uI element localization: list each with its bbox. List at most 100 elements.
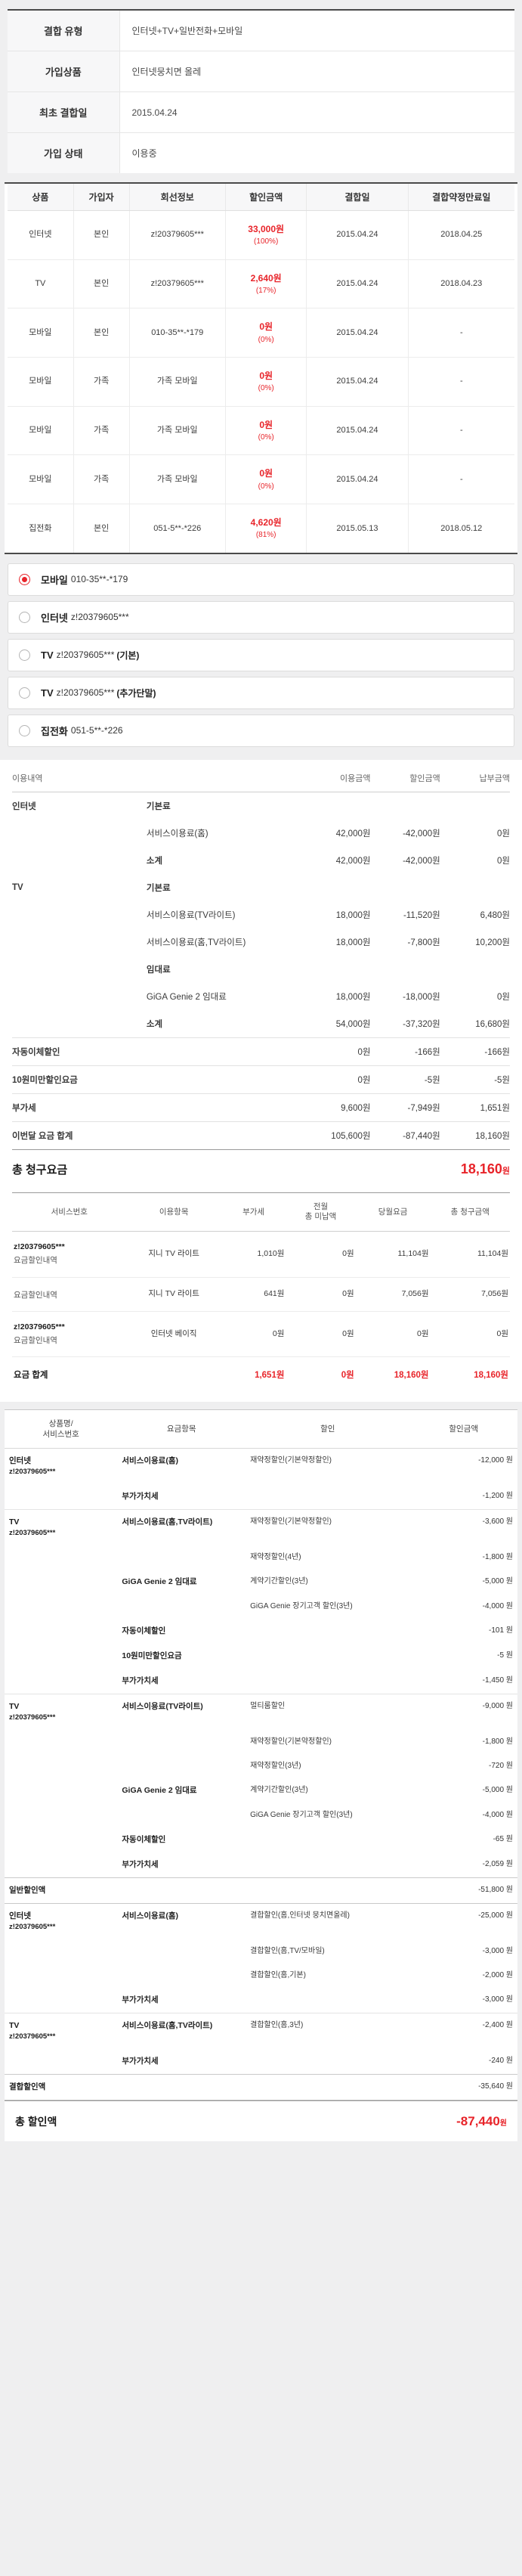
discount-item-cell xyxy=(117,1595,246,1619)
line-selector-group[interactable]: 모바일 010-35**-*179 인터넷 z!20379605*** TV z!2037… xyxy=(0,554,522,754)
discount-row: 재약정할인(기본약정할인) -1,800 원 xyxy=(5,1730,517,1754)
discount-item-cell xyxy=(117,1730,246,1754)
line-option-tag: (기본) xyxy=(116,649,140,661)
usage-item-name: 서비스이용료(TV라이트) xyxy=(146,910,236,920)
discount-amount-cell: -3,600 원 xyxy=(482,1517,513,1527)
radio-button-icon[interactable] xyxy=(19,724,30,736)
usage-use-amount: 18,000원 xyxy=(335,938,371,947)
discount-item-cell: 부가가치세 xyxy=(117,1484,246,1511)
combine-info-row: 가입 상태 이용중 xyxy=(8,132,514,173)
svc-header-vat: 부가세 xyxy=(221,1192,286,1232)
discount-item-cell xyxy=(117,1939,246,1964)
line-option-label: 인터넷 xyxy=(41,612,68,624)
usage-use-amount: 9,600원 xyxy=(301,1093,371,1122)
line-option-3[interactable]: TV z!20379605*** (기본) xyxy=(8,638,514,671)
usage-use-amount: 42,000원 xyxy=(335,829,371,839)
svc-header-total: 총 청구금액 xyxy=(430,1192,510,1232)
discount-amount-cell: -4,000 원 xyxy=(482,1811,513,1820)
discount-product-cell xyxy=(5,1964,117,1988)
grand-discount-bar: 총 할인액 -87,440원 xyxy=(5,2100,517,2142)
radio-button-icon[interactable] xyxy=(19,649,30,661)
radio-button-icon[interactable] xyxy=(19,687,30,699)
service-charge-table: 서비스번호 이용항목 부가세 전월 총 미납액 당월요금 총 청구금액 z!203… xyxy=(12,1192,510,1394)
discount-amount-cell: -1,800 원 xyxy=(482,1737,513,1747)
line-option-tag: (추가단말) xyxy=(116,687,156,699)
usage-discount: -18,000원 xyxy=(403,992,440,1002)
product-name-cell: 인터넷 xyxy=(8,210,74,260)
discount-product-cell xyxy=(5,1754,117,1778)
discount-item-cell: 부가가치세 xyxy=(117,1988,246,2014)
usage-row: TV 기본료 xyxy=(12,874,510,901)
radio-button-icon[interactable] xyxy=(19,611,30,623)
discount-amount-cell: 0원 (0%) xyxy=(225,357,307,407)
service-number-cell: z!20379605*** 요금할인내역 xyxy=(12,1231,127,1278)
discount-product-cell: TV z!20379605*** xyxy=(9,1702,56,1722)
radio-button-icon[interactable] xyxy=(19,573,30,585)
discount-item-cell: 부가가치세 xyxy=(117,2049,246,2075)
discount-row: 부가가치세 -1,450 원 xyxy=(5,1669,517,1695)
usage-payment: 16,680원 xyxy=(475,1019,510,1029)
discount-item-cell: 서비스이용료(홈) xyxy=(122,1911,178,1921)
discount-row: 부가가치세 -3,000 원 xyxy=(5,1988,517,2014)
product-column-header: 결합일 xyxy=(306,184,409,211)
line-option-1[interactable]: 모바일 010-35**-*179 xyxy=(8,563,514,596)
service-charge-sum-row: 요금 합계 1,651원 0원 18,160원 18,160원 xyxy=(12,1357,510,1394)
expire-date-cell: - xyxy=(408,308,514,358)
disc-header-discount: 할인 xyxy=(246,1409,410,1449)
discount-row: 결합할인(홈,TV/모바일) -3,000 원 xyxy=(5,1939,517,1964)
discount-product-cell xyxy=(5,2049,118,2075)
service-month-charge-cell: 7,056원 xyxy=(355,1277,431,1312)
discount-desc-cell: 계약기간할인(3년) xyxy=(250,1786,308,1795)
usage-payment: 18,160원 xyxy=(440,1121,510,1149)
discount-item-cell: 자동이체할인 xyxy=(122,1626,166,1636)
discount-amount-cell: -4,000 원 xyxy=(482,1602,513,1611)
usage-row: 10원미만할인요금 0원 -5원 -5원 xyxy=(12,1065,510,1094)
discount-item-cell: 서비스이용료(홈,TV라이트) xyxy=(122,1517,213,1527)
product-name-cell: 모바일 xyxy=(8,357,74,407)
svc-header-item: 이용항목 xyxy=(126,1192,221,1232)
discount-amount-cell: 2,640원 (17%) xyxy=(225,259,307,309)
discount-product-cell xyxy=(5,1484,118,1511)
discount-desc-cell: 재약정할인(기본약정할인) xyxy=(250,1737,332,1747)
usage-discount: -11,520원 xyxy=(403,910,440,920)
usage-use-amount xyxy=(301,956,370,983)
product-table-header: 상품 가입자 회선정보 할인금액 결합일 결합약정만료일 xyxy=(8,184,514,211)
usage-payment: 6,480원 xyxy=(480,910,510,920)
product-column-header: 상품 xyxy=(8,184,74,211)
line-option-4[interactable]: TV z!20379605*** (추가단말) xyxy=(8,676,514,709)
expire-date-cell: 2018.05.12 xyxy=(440,523,483,533)
line-info-cell: 가족 모바일 xyxy=(129,406,227,456)
total-charge-value: 18,160원 xyxy=(460,1161,510,1176)
discount-item-cell: 서비스이용료(홈,TV라이트) xyxy=(122,2021,213,2031)
line-option-5[interactable]: 집전화 051-5**-*226 xyxy=(8,714,514,747)
discount-item-cell: 자동이체할인 xyxy=(122,1835,166,1845)
product-column-header: 회선정보 xyxy=(129,184,227,211)
discount-product-cell xyxy=(5,1827,117,1852)
usage-use-amount: 42,000원 xyxy=(335,856,371,866)
usage-discount: -42,000원 xyxy=(403,829,440,839)
service-unpaid-cell: 0원 xyxy=(286,1277,356,1312)
usage-detail-table: 이용내역 이용금액 할인금액 납부금액 인터넷 기본료 서비스이용료(홈) 42,00… xyxy=(12,759,510,1149)
discount-row: 부가가치세 -240 원 xyxy=(5,2049,517,2075)
discount-amount-cell: -3,000 원 xyxy=(482,1947,513,1956)
discount-row: TV z!20379605*** 서비스이용료(홈,TV라이트) 결합할인(홈,3년)… xyxy=(5,2013,517,2049)
usage-use-amount xyxy=(301,792,370,820)
discount-desc-cell: GiGA Genie 장기고객 할인(3년) xyxy=(250,1602,353,1611)
combine-info-row: 최초 결합일 2015.04.24 xyxy=(8,91,514,133)
discount-product-cell xyxy=(5,1939,117,1964)
discount-amount-cell: 0원 (0%) xyxy=(225,308,307,358)
discount-desc-cell xyxy=(246,1827,409,1852)
service-month-charge-cell: 0원 xyxy=(355,1311,431,1358)
disc-header-amount: 할인금액 xyxy=(409,1409,517,1449)
discount-desc-cell: 결합할인(홈,기본) xyxy=(250,1971,306,1980)
combine-info-label: 결합 유형 xyxy=(8,10,120,51)
usage-use-amount xyxy=(301,874,370,901)
service-vat-cell: 0원 xyxy=(221,1311,286,1358)
usage-discount: -87,440원 xyxy=(370,1121,440,1149)
discount-desc-cell: 재약정할인(기본약정할인) xyxy=(250,1517,332,1527)
usage-payment: 0원 xyxy=(497,829,510,839)
expire-date-cell: 2018.04.25 xyxy=(408,210,514,260)
usage-use-amount: 0원 xyxy=(301,1065,371,1094)
discount-row: 인터넷 z!20379605*** 서비스이용료(홈) 결합할인(홈,인터넷 뭉치면올… xyxy=(5,1904,517,1939)
line-option-2[interactable]: 인터넷 z!20379605*** xyxy=(8,600,514,634)
